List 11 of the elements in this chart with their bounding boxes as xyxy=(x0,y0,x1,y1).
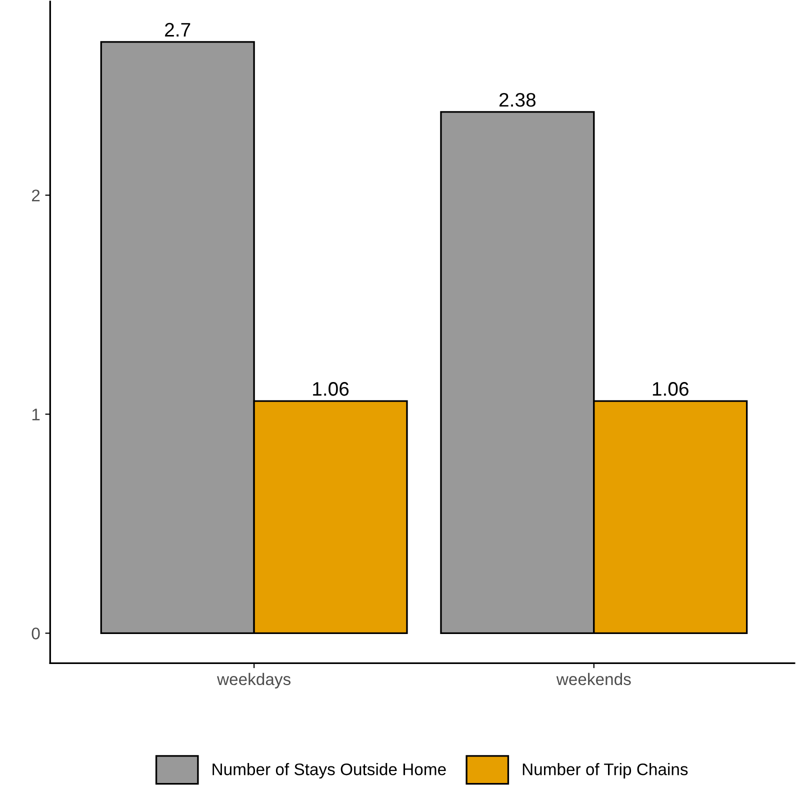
data-label: 1.06 xyxy=(652,382,688,396)
y-tick-label: 1 xyxy=(32,408,40,420)
x-tick-label: weekends xyxy=(556,672,631,686)
legend-label: Number of Stays Outside Home xyxy=(212,763,446,779)
y-tick-label: 2 xyxy=(32,190,40,202)
data-label: 2.7 xyxy=(165,22,190,36)
x-tick-label: weekdays xyxy=(216,672,291,688)
data-label: 1.06 xyxy=(313,382,349,396)
data-label: 2.38 xyxy=(499,92,536,107)
legend-label: Number of Trip Chains xyxy=(522,763,688,779)
y-tick-label: 0 xyxy=(32,628,40,640)
